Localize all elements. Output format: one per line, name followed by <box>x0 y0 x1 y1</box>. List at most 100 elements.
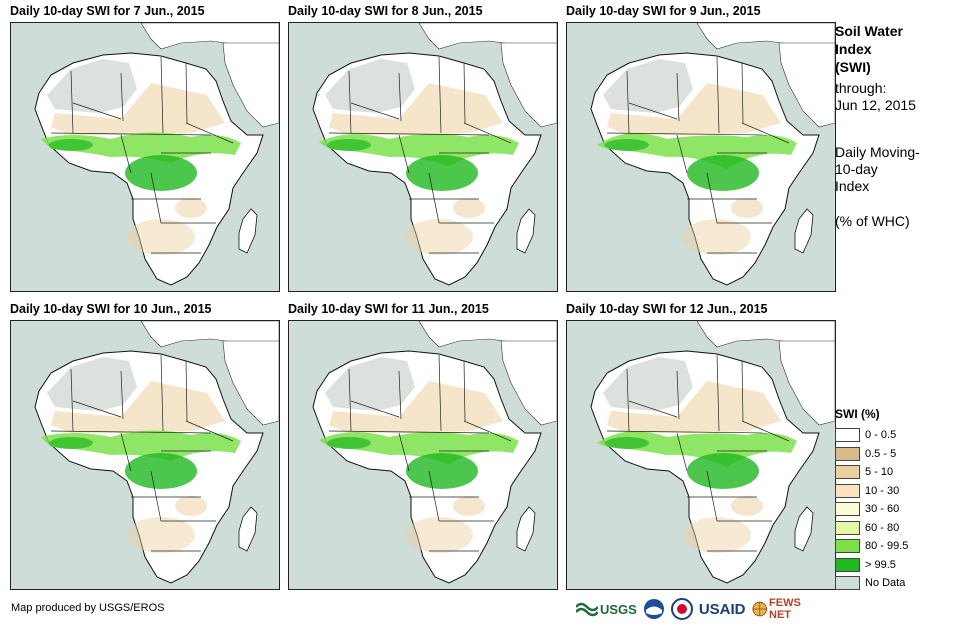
dry-band <box>607 83 781 135</box>
country-border <box>72 400 122 418</box>
country-border <box>398 432 410 472</box>
noaa-seal-icon <box>643 599 664 619</box>
usgs-wave-icon <box>576 602 598 617</box>
no-data-region <box>47 59 137 113</box>
africa-map <box>288 320 558 590</box>
legend-label: 80 - 99.5 <box>865 540 909 553</box>
country-border <box>348 70 352 134</box>
map-panel-1: Daily 10-day SWI for 7 Jun., 2015 <box>10 4 280 292</box>
country-border <box>626 368 630 432</box>
unit-label: (% of WHC) <box>835 213 910 229</box>
country-border <box>463 360 466 422</box>
no-data-region <box>603 357 693 411</box>
saturated-west-coast <box>605 437 649 449</box>
map-panel-4: Daily 10-day SWI for 10 Jun., 2015 <box>10 302 280 590</box>
country-border <box>70 368 74 432</box>
africa-map-svg <box>312 321 557 584</box>
legend-item: 0 - 0.5 <box>835 426 960 445</box>
country-border <box>70 70 74 134</box>
index-description: Soil Water Index (SWI) through: Jun 12, … <box>835 22 960 230</box>
country-border <box>706 172 718 224</box>
map-panel-2: Daily 10-day SWI for 8 Jun., 2015 <box>288 4 558 292</box>
africa-map-svg <box>590 23 835 286</box>
saturated-congo <box>125 155 197 191</box>
country-border <box>120 72 124 122</box>
legend-item: 60 - 80 <box>835 519 960 538</box>
eastern-dry-patch <box>453 496 485 516</box>
legend-label: 10 - 30 <box>865 484 900 497</box>
panel-title: Daily 10-day SWI for 11 Jun., 2015 <box>288 302 489 316</box>
eastern-dry-patch <box>731 198 763 218</box>
title-line: Index <box>835 41 872 57</box>
saturated-congo <box>687 155 759 191</box>
usaid-logo: USAID <box>699 601 746 618</box>
country-border <box>328 132 490 136</box>
legend-item: > 99.5 <box>835 556 960 575</box>
country-border <box>428 172 440 224</box>
africa-map <box>288 22 558 292</box>
country-border <box>120 134 132 174</box>
through-date: Jun 12, 2015 <box>835 97 916 113</box>
eastern-dry-patch <box>175 496 207 516</box>
country-border <box>50 430 212 434</box>
country-border <box>741 420 790 442</box>
country-border <box>350 400 400 418</box>
wet-band <box>597 133 797 169</box>
madagascar-landmass <box>238 208 258 254</box>
africa-map <box>10 320 280 590</box>
dry-band <box>51 381 225 433</box>
legend-item: No Data <box>835 574 960 593</box>
country-border <box>676 370 680 420</box>
map-panel-6: Daily 10-day SWI for 12 Jun., 2015 <box>566 302 836 590</box>
fewsnet-globe-icon <box>751 601 767 617</box>
country-border <box>741 360 744 422</box>
southern-dry-patch <box>405 517 473 553</box>
panel-title: Daily 10-day SWI for 9 Jun., 2015 <box>566 4 761 18</box>
africa-map <box>566 320 836 590</box>
legend-title: SWI (%) <box>835 407 880 421</box>
usgs-logo: USGS <box>576 601 637 617</box>
madagascar-landmass <box>516 506 536 552</box>
legend-swatch <box>835 502 860 517</box>
fewsnet-logo-text: FEWS NET <box>769 597 801 621</box>
map-panel-3: Daily 10-day SWI for 9 Jun., 2015 <box>566 4 836 292</box>
legend-item: 0.5 - 5 <box>835 445 960 464</box>
country-border <box>120 370 124 420</box>
southern-dry-patch <box>683 517 751 553</box>
country-border <box>438 56 442 134</box>
usaid-logo-text: USAID <box>698 600 746 618</box>
country-border <box>741 62 744 124</box>
country-border <box>398 370 402 420</box>
legend-label: 0.5 - 5 <box>865 447 897 460</box>
legend-label: 0 - 0.5 <box>865 429 897 442</box>
eastern-dry-patch <box>453 198 485 218</box>
madagascar-landmass <box>238 506 258 552</box>
panel-title: Daily 10-day SWI for 10 Jun., 2015 <box>10 302 212 316</box>
dry-band <box>607 381 781 433</box>
arabia-landmass <box>222 340 279 426</box>
country-border <box>328 430 490 434</box>
legend-swatch <box>835 465 860 480</box>
arabia-landmass <box>778 340 835 426</box>
africa-map-svg <box>312 23 557 286</box>
no-data-region <box>47 357 137 411</box>
no-data-region <box>603 59 693 113</box>
country-border <box>716 354 720 432</box>
country-border <box>348 368 352 432</box>
country-border <box>120 432 132 472</box>
saturated-west-coast <box>49 437 93 449</box>
country-border <box>50 132 212 136</box>
country-border <box>741 122 790 144</box>
agency-logos: USGS USAID FEWS NET <box>576 595 824 623</box>
country-border <box>676 72 680 122</box>
wet-band <box>41 430 241 461</box>
country-border <box>428 470 440 522</box>
desc-line: Daily Moving- <box>835 144 920 160</box>
title-line: (SWI) <box>835 59 871 75</box>
saturated-congo <box>406 453 478 489</box>
panel-title: Daily 10-day SWI for 7 Jun., 2015 <box>10 4 205 18</box>
saturated-congo <box>125 453 197 489</box>
saturated-west-coast <box>49 139 93 151</box>
eastern-dry-patch <box>175 198 207 218</box>
country-border <box>160 354 164 432</box>
